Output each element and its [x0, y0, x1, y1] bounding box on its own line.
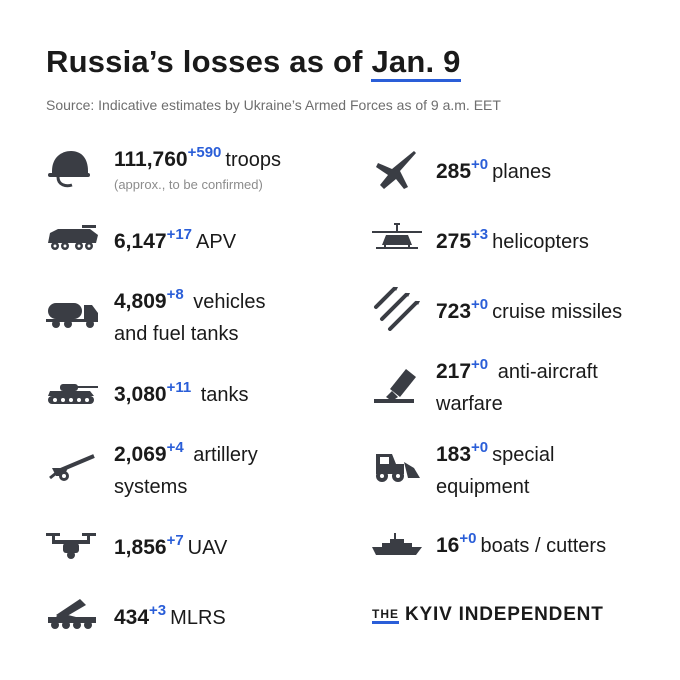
value: 1,856	[114, 536, 167, 559]
ship-icon	[372, 531, 430, 571]
value: 2,069	[114, 443, 167, 466]
mlrs-icon	[46, 597, 104, 637]
value: 285	[436, 160, 472, 183]
delta: +0	[471, 156, 489, 173]
delta: +0	[471, 296, 489, 313]
value: 217	[436, 360, 472, 383]
value: 275	[436, 230, 472, 253]
label: artillery	[193, 444, 258, 466]
label-2: warfare	[436, 393, 503, 415]
missile-icon	[372, 285, 430, 331]
delta: +590	[187, 144, 222, 161]
loader-icon	[372, 448, 430, 488]
value: 16	[436, 534, 460, 557]
artillery-icon	[46, 452, 104, 492]
tank-icon	[46, 380, 104, 420]
value: 111,760	[114, 148, 188, 171]
delta: +7	[166, 532, 184, 549]
helicopter-icon	[372, 223, 430, 263]
label: troops	[225, 149, 281, 171]
label: UAV	[187, 537, 228, 559]
label: APV	[196, 231, 237, 253]
value: 6,147	[114, 230, 167, 253]
label: anti-aircraft	[497, 361, 598, 383]
apv-icon	[46, 225, 104, 265]
page-title: Russia’s losses as of Jan. 9	[46, 44, 461, 82]
label: special	[492, 444, 555, 466]
value: 723	[436, 300, 472, 323]
plane-icon	[372, 149, 430, 189]
delta: +8	[166, 286, 184, 303]
title-date: Jan. 9	[371, 44, 461, 82]
delta: +0	[471, 356, 489, 373]
label: helicopters	[492, 231, 589, 253]
label: vehicles	[193, 291, 266, 313]
delta: +17	[166, 226, 193, 243]
label: planes	[492, 161, 552, 183]
label-2: equipment	[436, 476, 530, 498]
label: cruise missiles	[492, 301, 623, 323]
label-2: and fuel tanks	[114, 323, 239, 345]
logo-name: KYIV INDEPENDENT	[405, 604, 604, 625]
logo-the: THE	[372, 607, 399, 624]
value: 3,080	[114, 383, 167, 406]
delta: +4	[166, 439, 184, 456]
source-note: Source: Indicative estimates by Ukraine’…	[46, 97, 501, 113]
note: (approx., to be confirmed)	[114, 177, 263, 192]
value: 4,809	[114, 290, 167, 313]
label-2: systems	[114, 476, 188, 498]
truck-icon	[46, 299, 104, 339]
helmet-icon	[46, 149, 104, 189]
value: 434	[114, 606, 150, 629]
value: 183	[436, 443, 472, 466]
title-prefix: Russia’s losses as of	[46, 44, 372, 79]
kyiv-independent-logo: THE KYIV INDEPENDENT	[372, 604, 604, 626]
label: tanks	[200, 384, 249, 406]
delta: +3	[149, 602, 167, 619]
delta: +11	[166, 379, 192, 396]
label: boats / cutters	[480, 535, 607, 557]
anti-aircraft-icon	[372, 367, 430, 407]
delta: +0	[471, 439, 489, 456]
label: MLRS	[170, 607, 226, 629]
delta: +0	[459, 530, 477, 547]
drone-icon	[46, 531, 104, 571]
delta: +3	[471, 226, 489, 243]
